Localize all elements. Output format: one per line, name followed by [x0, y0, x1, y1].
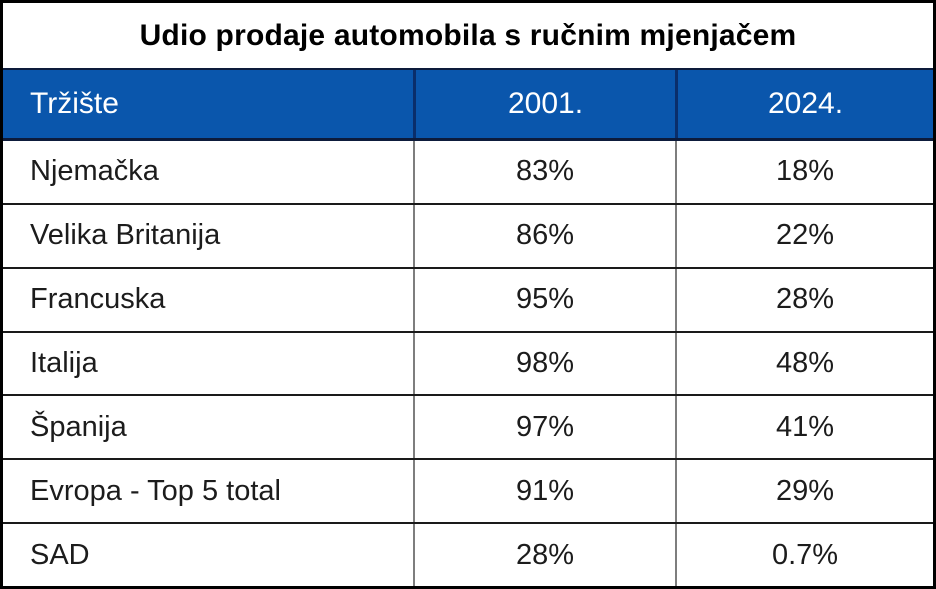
- market-cell: Francuska: [30, 283, 166, 316]
- table-row: Francuska 95% 28%: [3, 268, 933, 333]
- market-cell: SAD: [30, 538, 90, 571]
- table-row: Velika Britanija 86% 22%: [3, 204, 933, 269]
- value-2024-cell: 28%: [675, 268, 933, 331]
- header-2001: 2001.: [413, 70, 675, 138]
- market-cell: Njemačka: [30, 155, 159, 188]
- value-2001-cell: 86%: [413, 204, 675, 267]
- market-cell: Evropa - Top 5 total: [30, 474, 281, 507]
- value-2024-cell: 48%: [675, 332, 933, 395]
- value-2024-cell: 22%: [675, 204, 933, 267]
- value-2001-cell: 28%: [413, 524, 675, 586]
- table-row: Njemačka 83% 18%: [3, 141, 933, 205]
- market-cell: Italija: [30, 347, 98, 379]
- table-header-row: Tržište 2001. 2024.: [3, 68, 933, 141]
- value-2001-cell: 97%: [413, 396, 675, 459]
- table-body: Njemačka 83% 18% Velika Britanija 86% 22…: [3, 141, 933, 586]
- value-2001-cell: 98%: [413, 332, 675, 395]
- value-2024-cell: 41%: [675, 396, 933, 459]
- table-row: Italija 98% 48%: [3, 332, 933, 397]
- table-row: Španija 97% 41%: [3, 396, 933, 461]
- value-2024-cell: 29%: [675, 460, 933, 523]
- market-cell: Španija: [30, 410, 127, 443]
- value-2001-cell: 83%: [413, 141, 675, 203]
- table-row: SAD 28% 0.7%: [3, 524, 933, 586]
- header-market: Tržište: [30, 87, 119, 120]
- value-2001-cell: 95%: [413, 268, 675, 331]
- header-2024: 2024.: [675, 70, 933, 138]
- value-2024-cell: 0.7%: [675, 524, 933, 586]
- table-title: Udio prodaje automobila s ručnim mjenjač…: [139, 18, 797, 52]
- table-row: Evropa - Top 5 total 91% 29%: [3, 460, 933, 525]
- value-2001-cell: 91%: [413, 460, 675, 523]
- value-2024-cell: 18%: [675, 141, 933, 203]
- market-cell: Velika Britanija: [30, 219, 221, 252]
